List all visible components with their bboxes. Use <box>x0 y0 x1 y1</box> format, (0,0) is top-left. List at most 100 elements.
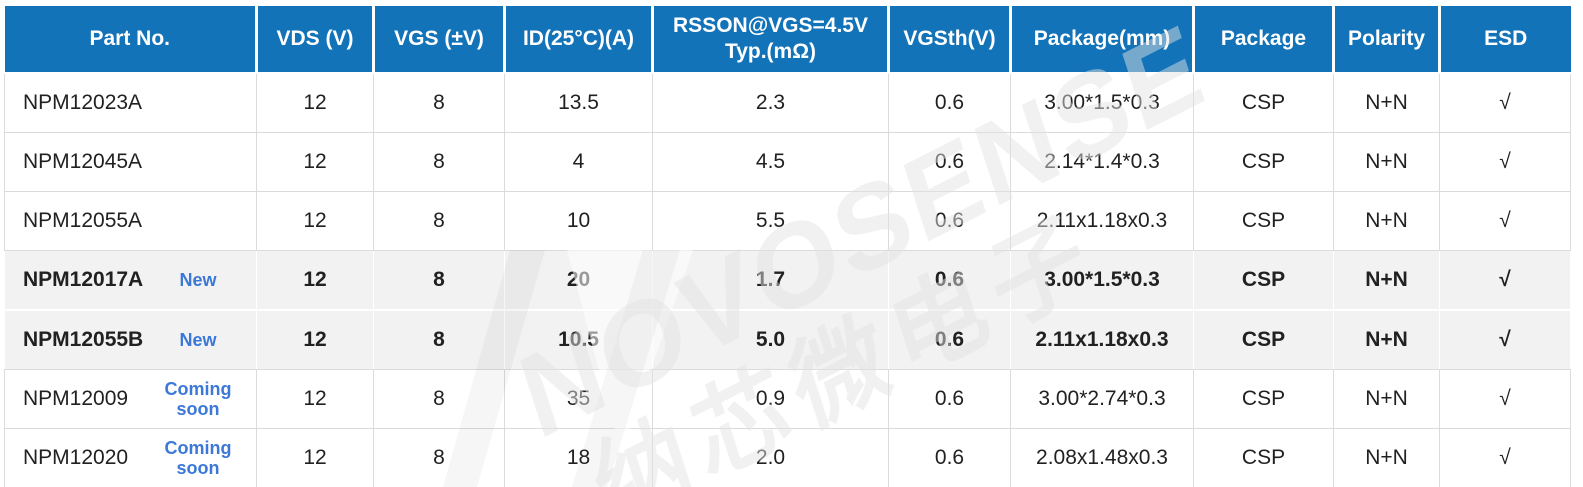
cell-package_mm: 2.11x1.18x0.3 <box>1010 309 1194 370</box>
cell-vgsth: 0.6 <box>888 72 1011 133</box>
cell-id: 35 <box>504 369 653 429</box>
cell-part: NPM12009 Coming soon <box>4 369 257 429</box>
cell-package: CSP <box>1193 250 1334 311</box>
cell-polarity: N+N <box>1333 428 1440 487</box>
column-header-polarity: Polarity <box>1332 6 1440 74</box>
table-row: NPM12055B New 12 8 10.5 5.0 0.6 2.11x1.18x0.3 CS… <box>4 309 1571 370</box>
cell-vgsth: 0.6 <box>888 369 1011 429</box>
table-row: NPM12023A 12 8 13.5 2.3 0.6 3.00*1.5*0.3 CSP N+N… <box>4 72 1571 133</box>
table-row: NPM12055A 12 8 10 5.5 0.6 2.11x1.18x0.3 CSP N+N √ <box>4 191 1571 251</box>
cell-rsson: 5.5 <box>652 191 889 251</box>
cell-rsson: 2.0 <box>652 428 889 487</box>
cell-vds: 12 <box>256 72 374 133</box>
mosfet-spec-table: Part No. VDS (V) VGS (±V) ID(25°C)(A) RSSON@… <box>4 6 1571 487</box>
table-row: NPM12020 Coming soon 12 8 18 2.0 0.6 2.08x1.48x… <box>4 428 1571 487</box>
column-header-package: Package <box>1192 6 1334 74</box>
cell-vds: 12 <box>256 191 374 251</box>
cell-package: CSP <box>1193 132 1334 192</box>
cell-package: CSP <box>1193 428 1334 487</box>
cell-vgs: 8 <box>373 250 505 311</box>
cell-vgs: 8 <box>373 191 505 251</box>
cell-vgs: 8 <box>373 72 505 133</box>
cell-rsson: 2.3 <box>652 72 889 133</box>
cell-id: 18 <box>504 428 653 487</box>
cell-part: NPM12023A <box>4 72 257 133</box>
cell-id: 10.5 <box>504 309 653 370</box>
cell-vgs: 8 <box>373 428 505 487</box>
cell-package: CSP <box>1193 309 1334 370</box>
column-header-vgs: VGS (±V) <box>372 6 505 74</box>
cell-vgsth: 0.6 <box>888 309 1011 370</box>
cell-esd-check: √ <box>1439 72 1571 133</box>
cell-vgs: 8 <box>373 309 505 370</box>
cell-polarity: N+N <box>1333 132 1440 192</box>
cell-polarity: N+N <box>1333 250 1440 311</box>
cell-part: NPM12055B New <box>4 309 257 370</box>
cell-id: 10 <box>504 191 653 251</box>
cell-esd-check: √ <box>1439 250 1571 311</box>
cell-part: NPM12055A <box>4 191 257 251</box>
part-number: NPM12017A <box>23 268 144 291</box>
part-number: NPM12009 <box>23 387 129 410</box>
cell-id: 4 <box>504 132 653 192</box>
cell-package: CSP <box>1193 191 1334 251</box>
column-header-rsson: RSSON@VGS=4.5V Typ.(mΩ) <box>651 6 889 74</box>
table-header-row: Part No. VDS (V) VGS (±V) ID(25°C)(A) RSSON@… <box>4 6 1571 74</box>
cell-vds: 12 <box>256 428 374 487</box>
status-badge: Coming soon <box>164 437 232 478</box>
cell-vgsth: 0.6 <box>888 132 1011 192</box>
cell-polarity: N+N <box>1333 72 1440 133</box>
status-badge: Coming soon <box>164 378 232 419</box>
cell-vds: 12 <box>256 250 374 311</box>
cell-part: NPM12045A <box>4 132 257 192</box>
status-badge: New <box>179 329 217 350</box>
column-header-esd: ESD <box>1438 6 1571 74</box>
part-number: NPM12045A <box>23 150 143 173</box>
column-header-package_mm: Package(mm) <box>1009 6 1194 74</box>
cell-polarity: N+N <box>1333 309 1440 370</box>
cell-esd-check: √ <box>1439 132 1571 192</box>
cell-part: NPM12020 Coming soon <box>4 428 257 487</box>
table-row: NPM12017A New 12 8 20 1.7 0.6 3.00*1.5*0.3 CSP N+… <box>4 250 1571 311</box>
column-header-vds: VDS (V) <box>255 6 374 74</box>
column-header-id: ID(25°C)(A) <box>503 6 653 74</box>
cell-rsson: 5.0 <box>652 309 889 370</box>
part-number: NPM12020 <box>23 446 129 469</box>
cell-vgs: 8 <box>373 132 505 192</box>
cell-polarity: N+N <box>1333 369 1440 429</box>
part-number: NPM12055B <box>23 328 144 351</box>
cell-package: CSP <box>1193 72 1334 133</box>
cell-rsson: 0.9 <box>652 369 889 429</box>
mosfet-spec-table-wrap: Part No. VDS (V) VGS (±V) ID(25°C)(A) RSSON@… <box>4 6 1571 487</box>
cell-package: CSP <box>1193 369 1334 429</box>
status-badge: New <box>179 269 217 290</box>
cell-part: NPM12017A New <box>4 250 257 311</box>
cell-vgsth: 0.6 <box>888 191 1011 251</box>
table-row: NPM12045A 12 8 4 4.5 0.6 2.14*1.4*0.3 CSP N+N √ <box>4 132 1571 192</box>
cell-esd-check: √ <box>1439 309 1571 370</box>
cell-vds: 12 <box>256 309 374 370</box>
cell-vgsth: 0.6 <box>888 250 1011 311</box>
cell-package_mm: 2.11x1.18x0.3 <box>1010 191 1194 251</box>
cell-id: 20 <box>504 250 653 311</box>
cell-esd-check: √ <box>1439 369 1571 429</box>
cell-rsson: 4.5 <box>652 132 889 192</box>
cell-vgs: 8 <box>373 369 505 429</box>
cell-package_mm: 2.08x1.48x0.3 <box>1010 428 1194 487</box>
cell-package_mm: 2.14*1.4*0.3 <box>1010 132 1194 192</box>
part-number: NPM12055A <box>23 209 143 232</box>
cell-vds: 12 <box>256 132 374 192</box>
part-number: NPM12023A <box>23 91 143 114</box>
cell-package_mm: 3.00*2.74*0.3 <box>1010 369 1194 429</box>
cell-vds: 12 <box>256 369 374 429</box>
column-header-vgsth: VGSth(V) <box>887 6 1011 74</box>
cell-esd-check: √ <box>1439 428 1571 487</box>
cell-package_mm: 3.00*1.5*0.3 <box>1010 250 1194 311</box>
cell-polarity: N+N <box>1333 191 1440 251</box>
column-header-part: Part No. <box>4 6 257 74</box>
cell-esd-check: √ <box>1439 191 1571 251</box>
table-row: NPM12009 Coming soon 12 8 35 0.9 0.6 3.00*2.74*… <box>4 369 1571 429</box>
cell-vgsth: 0.6 <box>888 428 1011 487</box>
cell-id: 13.5 <box>504 72 653 133</box>
